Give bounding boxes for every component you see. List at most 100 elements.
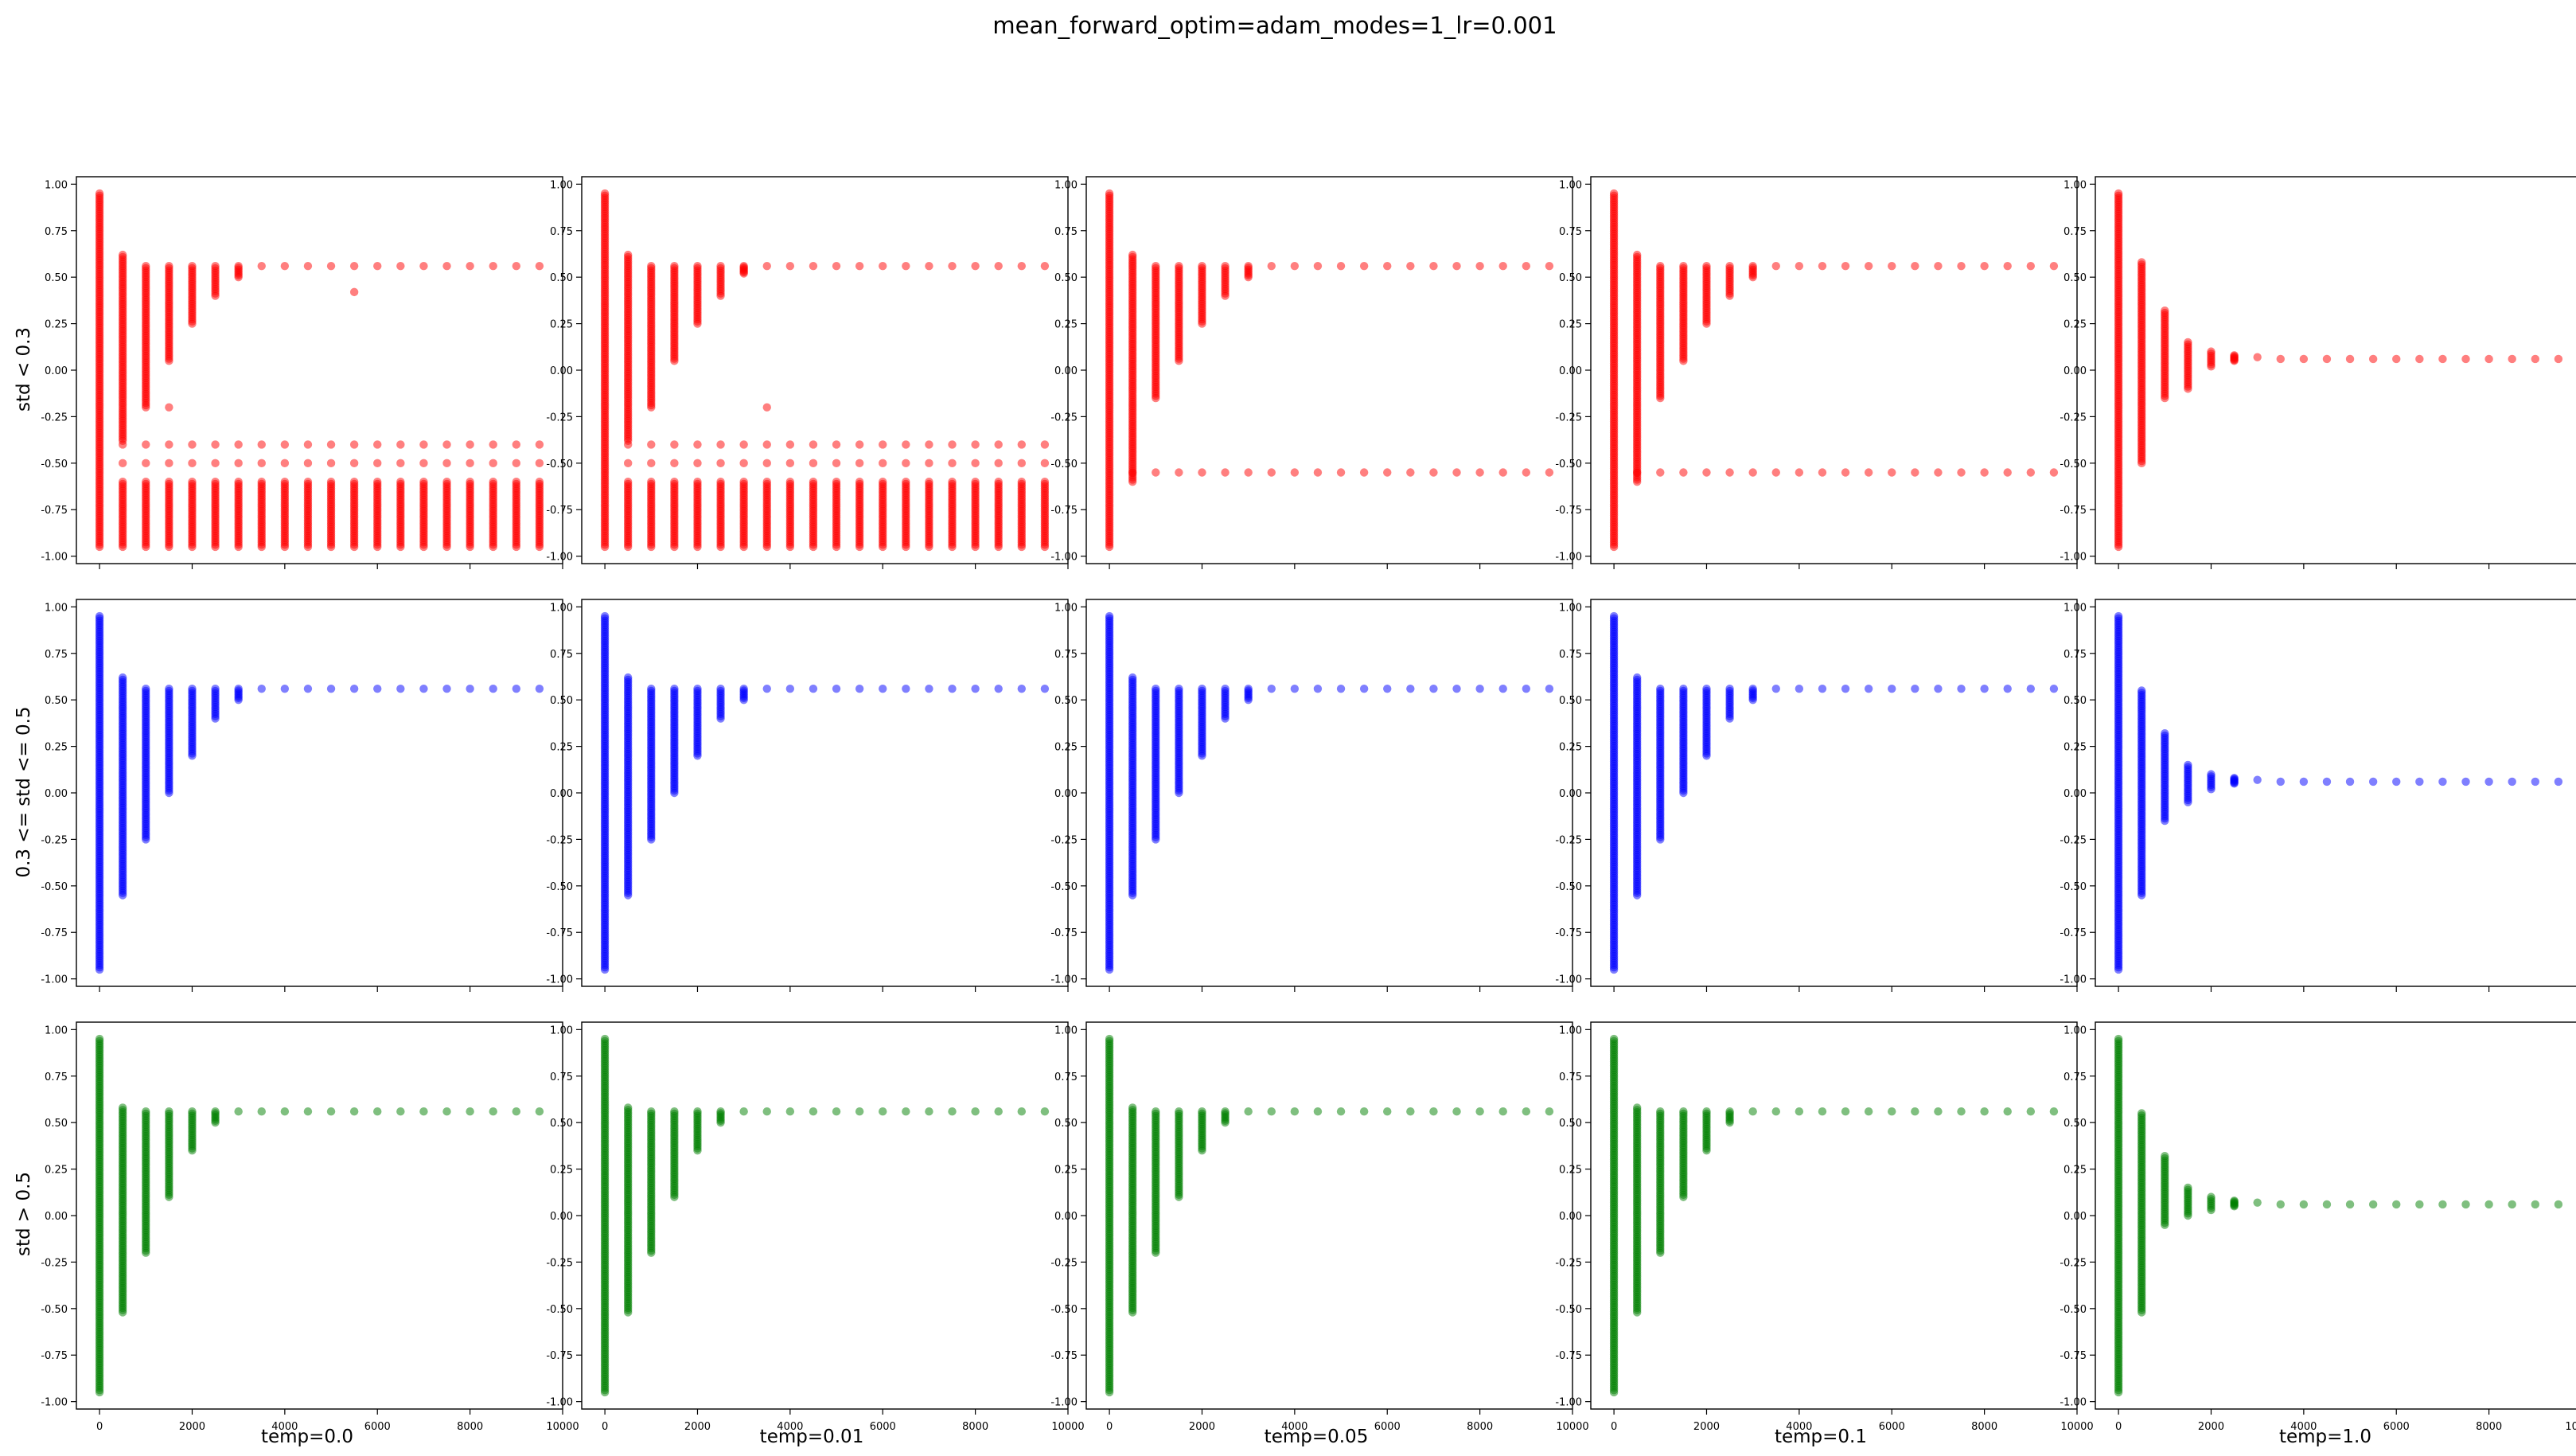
col-label-0: temp=0.0 bbox=[261, 1427, 353, 1447]
scatter-point bbox=[879, 261, 887, 271]
y-tick-label: 1.00 bbox=[550, 602, 573, 614]
y-tick-label: 0.75 bbox=[1559, 649, 1582, 661]
scatter-point bbox=[647, 261, 656, 271]
scatter-point bbox=[535, 459, 544, 468]
panel-r0-c1: 1.000.750.500.250.00-0.25-0.50-0.75-1.00 bbox=[546, 176, 1069, 569]
scatter-point bbox=[396, 261, 405, 271]
scatter-point bbox=[809, 684, 818, 693]
y-tick-label: 0.50 bbox=[1054, 272, 1078, 284]
scatter-point bbox=[1475, 684, 1484, 693]
scatter-point bbox=[165, 459, 173, 468]
scatter-point bbox=[1383, 684, 1392, 693]
scatter-point bbox=[1244, 468, 1253, 477]
y-tick-label: 0.25 bbox=[550, 319, 573, 331]
scatter-point bbox=[2003, 468, 2012, 477]
y-tick-label: 0.50 bbox=[2064, 272, 2087, 284]
scatter-point bbox=[1679, 468, 1688, 477]
scatter-point bbox=[280, 459, 290, 468]
scatter-point bbox=[647, 459, 656, 468]
scatter-point bbox=[948, 477, 957, 486]
y-tick-label: 0.50 bbox=[550, 272, 573, 284]
y-tick-label: 0.25 bbox=[1054, 319, 1078, 331]
scatter-point bbox=[2299, 354, 2309, 364]
panel-r0-c0: 1.000.750.500.250.00-0.25-0.50-0.75-1.00 bbox=[41, 176, 563, 569]
scatter-point bbox=[1522, 261, 1531, 271]
scatter-point bbox=[165, 440, 173, 449]
scatter-point bbox=[1679, 261, 1688, 271]
scatter-point bbox=[1609, 189, 1619, 198]
scatter-point bbox=[1748, 261, 1757, 271]
scatter-point bbox=[442, 261, 451, 271]
scatter-point bbox=[535, 477, 544, 486]
scatter-point bbox=[349, 684, 359, 693]
y-tick-label: -1.00 bbox=[546, 552, 573, 564]
scatter-point bbox=[1545, 468, 1554, 477]
scatter-point bbox=[303, 477, 313, 486]
scatter-point bbox=[2003, 261, 2012, 271]
row-label-2: std > 0.5 bbox=[14, 1172, 34, 1256]
scatter-point bbox=[832, 261, 841, 271]
scatter-point bbox=[211, 459, 220, 468]
y-tick-label: -0.25 bbox=[1050, 834, 1078, 846]
scatter-point bbox=[832, 684, 841, 693]
scatter-point bbox=[257, 477, 266, 486]
y-tick-label: -0.75 bbox=[1555, 927, 1582, 939]
scatter-point bbox=[489, 440, 497, 449]
y-tick-label: -0.25 bbox=[2060, 412, 2087, 424]
y-tick-label: 1.00 bbox=[45, 179, 68, 191]
scatter-point bbox=[1040, 459, 1050, 468]
y-tick-label: 1.00 bbox=[1559, 602, 1582, 614]
scatter-points bbox=[95, 189, 544, 552]
scatter-point bbox=[442, 684, 451, 693]
scatter-point bbox=[1452, 468, 1461, 477]
scatter-point bbox=[647, 684, 656, 693]
scatter-point bbox=[442, 459, 451, 468]
scatter-point bbox=[1359, 684, 1369, 693]
y-tick-label: 0.25 bbox=[1559, 742, 1582, 754]
panel-r1-c2: 1.000.750.500.250.00-0.25-0.50-0.75-1.00 bbox=[1050, 599, 1573, 992]
scatter-point bbox=[442, 477, 451, 486]
scatter-point bbox=[994, 261, 1003, 271]
scatter-point bbox=[419, 477, 428, 486]
scatter-point bbox=[1980, 468, 1989, 477]
scatter-point bbox=[1702, 468, 1711, 477]
scatter-point bbox=[1105, 189, 1114, 198]
scatter-point bbox=[670, 477, 679, 486]
scatter-point bbox=[785, 477, 795, 486]
panel-r0-c3: 1.000.750.500.250.00-0.25-0.50-0.75-1.00 bbox=[1555, 176, 2078, 569]
scatter-point bbox=[762, 459, 771, 468]
y-tick-label: 0.50 bbox=[1054, 695, 1078, 707]
column-labels: temp=0.0 temp=0.01 temp=0.05 temp=0.1 te… bbox=[261, 1427, 2371, 1447]
scatter-point bbox=[326, 261, 336, 271]
scatter-point bbox=[234, 477, 243, 486]
scatter-point bbox=[489, 477, 497, 486]
y-tick-label: -1.00 bbox=[546, 974, 573, 986]
scatter-point bbox=[1864, 261, 1873, 271]
panel-r1-c0: 1.000.750.500.250.00-0.25-0.50-0.75-1.00 bbox=[41, 599, 563, 992]
y-tick-label: 0.75 bbox=[45, 649, 68, 661]
scatter-point bbox=[118, 477, 127, 486]
scatter-point bbox=[994, 477, 1003, 486]
scatter-point bbox=[1864, 468, 1873, 477]
scatter-point bbox=[303, 684, 313, 693]
scatter-point bbox=[785, 440, 795, 449]
scatter-point bbox=[326, 477, 336, 486]
scatter-point bbox=[1522, 684, 1531, 693]
scatter-point bbox=[762, 261, 771, 271]
scatter-point bbox=[879, 684, 887, 693]
scatter-point bbox=[902, 440, 910, 449]
scatter-point bbox=[1656, 261, 1665, 271]
scatter-point bbox=[670, 261, 679, 271]
y-tick-label: 0.75 bbox=[2064, 226, 2087, 238]
panel-r0-c2: 1.000.750.500.250.00-0.25-0.50-0.75-1.00 bbox=[1050, 176, 1573, 569]
scatter-point bbox=[1313, 261, 1323, 271]
scatter-point bbox=[419, 684, 428, 693]
scatter-point bbox=[535, 684, 544, 693]
y-tick-label: 0.00 bbox=[45, 365, 68, 377]
y-tick-label: -1.00 bbox=[1555, 974, 1582, 986]
y-tick-label: -0.25 bbox=[1555, 412, 1582, 424]
scatter-point bbox=[1498, 261, 1507, 271]
scatter-point bbox=[396, 684, 405, 693]
scatter-point bbox=[211, 440, 220, 449]
